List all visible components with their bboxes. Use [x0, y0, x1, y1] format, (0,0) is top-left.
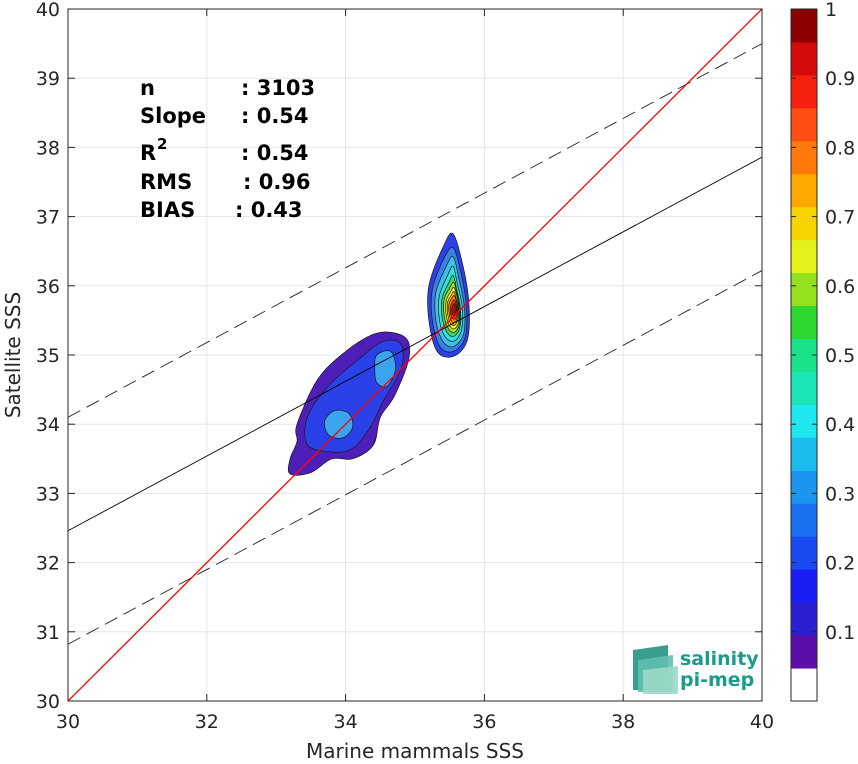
y-tick-label: 35	[36, 345, 60, 367]
fit-lower-bound-line	[68, 270, 762, 645]
colorbar-tick-label: 0.5	[825, 345, 855, 367]
stat-n-label: n	[140, 76, 155, 100]
x-tick-label: 30	[56, 711, 80, 733]
colorbar-segment	[791, 602, 817, 636]
stat-r2-sup: 2	[157, 135, 167, 153]
stats-block: n : 3103 Slope : 0.54 R 2 : 0.54 RMS : 0…	[140, 76, 315, 222]
colorbar-segment	[791, 371, 817, 405]
salinity-pimep-logo: salinity pi-mep	[633, 645, 759, 694]
y-tick-label: 40	[36, 0, 60, 21]
colorbar-segment	[791, 107, 817, 142]
x-tick-label: 40	[750, 711, 774, 733]
contour-level-0_25	[324, 409, 354, 439]
colorbar-segment	[791, 140, 817, 175]
colorbar-tick-label: 0.2	[825, 553, 855, 575]
logo-line1: salinity	[680, 648, 759, 670]
colorbar-tick-label: 0.6	[825, 276, 855, 298]
stat-slope-label: Slope	[140, 104, 206, 128]
colorbar-segment	[791, 536, 817, 570]
y-axis-ticks: 30 31 32 33 34 35 36 37 38 39 40	[36, 0, 762, 713]
y-tick-label: 39	[36, 68, 60, 90]
stat-r2-label: R	[140, 141, 156, 165]
y-tick-label: 32	[36, 553, 60, 575]
colorbar-tick-label: 1	[825, 0, 837, 21]
y-tick-label: 33	[36, 483, 60, 505]
x-axis-label: Marine mammals SSS	[306, 739, 524, 763]
y-tick-label: 30	[36, 691, 60, 713]
y-axis-label: Satellite SSS	[1, 292, 25, 418]
y-tick-label: 34	[36, 414, 60, 436]
colorbar-segment	[791, 239, 817, 274]
y-tick-label: 31	[36, 622, 60, 644]
stat-slope-value: : 0.54	[241, 104, 309, 128]
stat-n-value: : 3103	[241, 76, 315, 100]
stat-bias-label: BIAS	[140, 198, 195, 222]
x-tick-label: 32	[195, 711, 219, 733]
colorbar-segment	[791, 305, 817, 340]
colorbar	[790, 8, 818, 702]
stat-rms-value: : 0.96	[243, 170, 311, 194]
colorbar-segment	[791, 404, 817, 438]
stat-rms-label: RMS	[140, 170, 192, 194]
colorbar-segment	[791, 9, 817, 43]
colorbar-segment	[791, 74, 817, 109]
colorbar-segment	[791, 503, 817, 537]
x-axis-ticks: 30 32 34 36 38 40	[56, 9, 774, 733]
colorbar-segment	[791, 437, 817, 471]
logo-waves-icon	[633, 645, 678, 694]
colorbar-segment	[791, 470, 817, 504]
colorbar-segment	[791, 206, 817, 241]
colorbar-tick-label: 0.7	[825, 207, 855, 229]
colorbar-ticks: 0.1 0.2 0.3 0.4 0.5 0.6 0.7 0.8 0.9 1	[791, 0, 855, 644]
logo-line2: pi-mep	[680, 669, 754, 691]
fit-upper-bound-line	[68, 43, 762, 418]
density-contours	[287, 232, 470, 476]
x-tick-label: 34	[334, 711, 358, 733]
y-tick-label: 38	[36, 137, 60, 159]
colorbar-segment	[791, 569, 817, 603]
identity-line	[68, 9, 762, 701]
colorbar-tick-label: 0.3	[825, 483, 855, 505]
x-tick-label: 38	[611, 711, 635, 733]
grid	[67, 8, 763, 702]
regression-lines	[68, 9, 762, 701]
colorbar-segment	[791, 173, 817, 208]
x-tick-label: 36	[472, 711, 496, 733]
colorbar-segment	[791, 41, 817, 76]
stat-bias-value: : 0.43	[235, 198, 303, 222]
colorbar-segment	[791, 635, 817, 669]
colorbar-tick-label: 0.4	[825, 414, 855, 436]
y-tick-label: 37	[36, 207, 60, 229]
regression-fit-line	[68, 156, 762, 532]
colorbar-tick-label: 0.9	[825, 68, 855, 90]
colorbar-segment	[791, 668, 817, 702]
y-tick-label: 36	[36, 276, 60, 298]
colorbar-tick-label: 0.8	[825, 137, 855, 159]
colorbar-segment	[791, 272, 817, 307]
stat-r2-value: : 0.54	[241, 141, 309, 165]
colorbar-tick-label: 0.1	[825, 622, 855, 644]
contour-level-0_25	[374, 350, 397, 388]
